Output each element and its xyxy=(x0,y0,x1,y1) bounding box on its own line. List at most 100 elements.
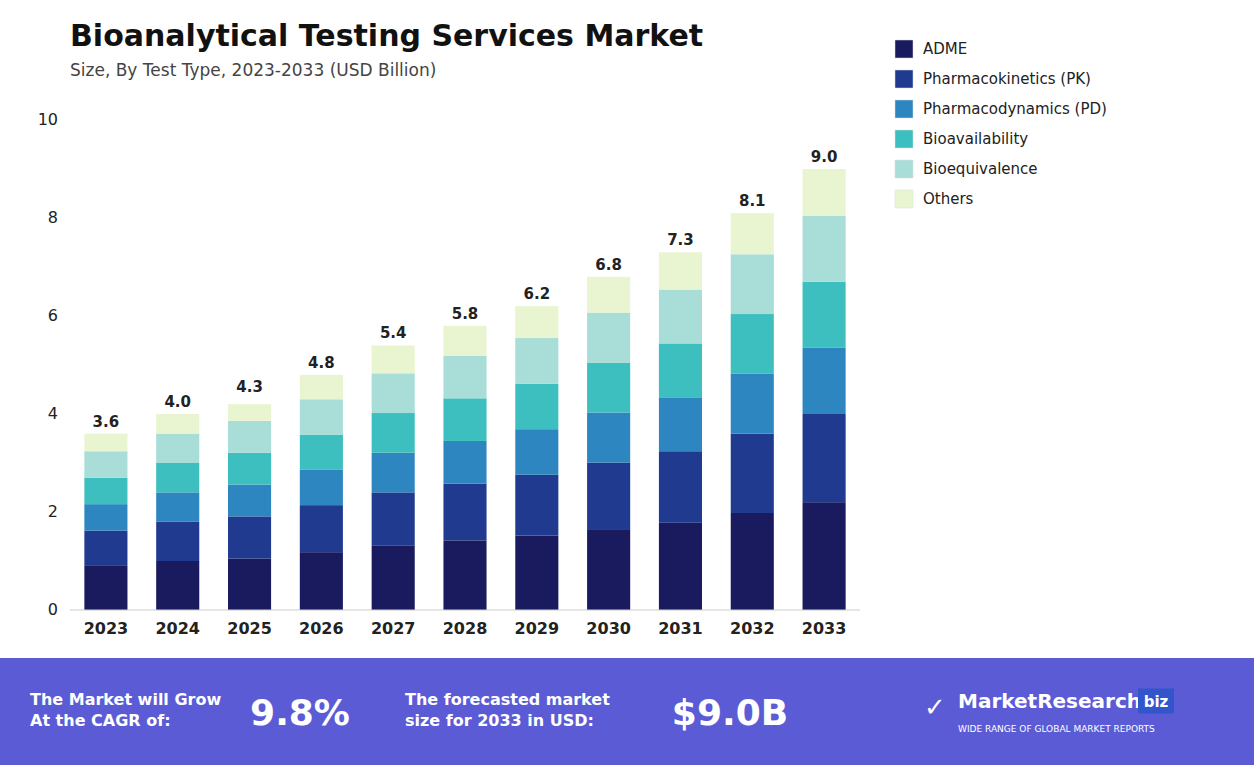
bar-segment xyxy=(587,277,630,313)
bar-segment xyxy=(228,516,271,558)
bar-segment xyxy=(803,282,846,348)
bar-segment xyxy=(156,463,199,492)
bar-segment xyxy=(228,485,271,517)
bar-segment xyxy=(300,552,343,610)
series xyxy=(84,169,845,451)
footer-check: ✓ xyxy=(924,692,946,722)
subtitle: Size, By Test Type, 2023-2033 (USD Billi… xyxy=(70,60,436,80)
legend-label: Bioequivalence xyxy=(923,160,1038,178)
bar-segment xyxy=(803,502,846,610)
x-tick-label: 2031 xyxy=(658,619,703,638)
footer-tagline: WIDE RANGE OF GLOBAL MARKET REPORTS xyxy=(958,724,1155,734)
bar-segment xyxy=(587,529,630,610)
bar-segment xyxy=(443,441,486,484)
bar-segment xyxy=(515,384,558,430)
bar-segment xyxy=(228,453,271,485)
total-label: 8.1 xyxy=(739,192,766,210)
text-line: At the CAGR of: xyxy=(30,711,171,730)
legend-label: Pharmacodynamics (PD) xyxy=(923,100,1107,118)
text-line: The Market will Grow xyxy=(30,690,221,709)
y-tick-label: 8 xyxy=(48,208,58,227)
legend-swatch xyxy=(895,40,913,58)
bar-segment xyxy=(731,513,774,610)
title: Bioanalytical Testing Services Market xyxy=(70,18,703,53)
legend: ADME Pharmacokinetics (PK) Pharmacodynamic… xyxy=(895,40,1107,208)
y-tick-label: 10 xyxy=(38,110,58,129)
bar-segment xyxy=(803,216,846,282)
bar-segment xyxy=(515,306,558,338)
legend-swatch xyxy=(895,70,913,88)
bar-segment xyxy=(84,504,127,530)
legend-label: ADME xyxy=(923,40,967,58)
bar-segment xyxy=(659,252,702,289)
legend-label: Pharmacokinetics (PK) xyxy=(923,70,1091,88)
bar-segment xyxy=(300,470,343,505)
footer-background xyxy=(0,658,1254,765)
bar-segment xyxy=(300,505,343,552)
bar-segment xyxy=(659,290,702,344)
bar-segment xyxy=(803,169,846,216)
bar-segment xyxy=(659,343,702,397)
bar-segment xyxy=(515,475,558,536)
text-line: size for 2033 in USD: xyxy=(405,711,594,730)
text-line: The forecasted market xyxy=(405,690,610,709)
total-label: 6.2 xyxy=(524,285,551,303)
bar-segment xyxy=(659,397,702,451)
bar-segment xyxy=(372,413,415,453)
bar-segment xyxy=(443,326,486,356)
bar-segment xyxy=(803,414,846,502)
total-label: 4.8 xyxy=(308,354,335,372)
footer-cagr: 9.8% xyxy=(250,692,350,733)
series xyxy=(84,282,845,504)
bar-segment xyxy=(156,434,199,463)
bar-segment xyxy=(84,478,127,504)
total-label: 7.3 xyxy=(667,231,694,249)
bar-segment xyxy=(372,492,415,545)
legend-swatch xyxy=(895,190,913,208)
bar-segment xyxy=(803,348,846,414)
legend-label: Others xyxy=(923,190,974,208)
footer-brand-suffix: biz xyxy=(1144,693,1169,711)
x-tick-label: 2029 xyxy=(515,619,560,638)
chart: Bioanalytical Testing Services Market Siz… xyxy=(0,0,1254,765)
bar-segment xyxy=(372,453,415,493)
x-tick-label: 2032 xyxy=(730,619,775,638)
footer-size: $9.0B xyxy=(672,692,788,733)
bar-segment xyxy=(443,356,486,399)
series xyxy=(84,216,845,478)
bar-segment xyxy=(84,531,127,566)
y-tick-label: 0 xyxy=(48,600,58,619)
total-label: 4.0 xyxy=(164,393,191,411)
bar-segment xyxy=(228,404,271,421)
bar-segment xyxy=(731,314,774,374)
x-tick-label: 2026 xyxy=(299,619,344,638)
bar-segment xyxy=(156,492,199,521)
bar-segment xyxy=(84,451,127,477)
bar-segment xyxy=(372,545,415,610)
x-tick-label: 2030 xyxy=(586,619,631,638)
bar-segment xyxy=(515,429,558,475)
bar-segment xyxy=(300,435,343,470)
x-tick-label: 2024 xyxy=(155,619,200,638)
bar-segment xyxy=(84,566,127,610)
bar-segment xyxy=(587,463,630,530)
total-label: 6.8 xyxy=(595,256,622,274)
footer-brand: MarketResearch xyxy=(958,689,1141,713)
bar-segment xyxy=(443,398,486,441)
bar-segment xyxy=(84,434,127,452)
bar-segment xyxy=(372,345,415,373)
bar-segment xyxy=(443,484,486,541)
bar-segment xyxy=(156,561,199,610)
footer-text: The Market will Grow At the CAGR of: xyxy=(30,690,221,730)
y-tick-label: 2 xyxy=(48,502,58,521)
legend-swatch xyxy=(895,160,913,178)
bar-segment xyxy=(731,213,774,254)
bar-segment xyxy=(587,313,630,363)
bar-segment xyxy=(587,413,630,463)
bar-segment xyxy=(731,254,774,314)
y-tick-label: 4 xyxy=(48,404,58,423)
bar-segment xyxy=(300,399,343,434)
legend-swatch xyxy=(895,130,913,148)
bar-segment xyxy=(228,559,271,610)
x-tick-label: 2028 xyxy=(443,619,488,638)
